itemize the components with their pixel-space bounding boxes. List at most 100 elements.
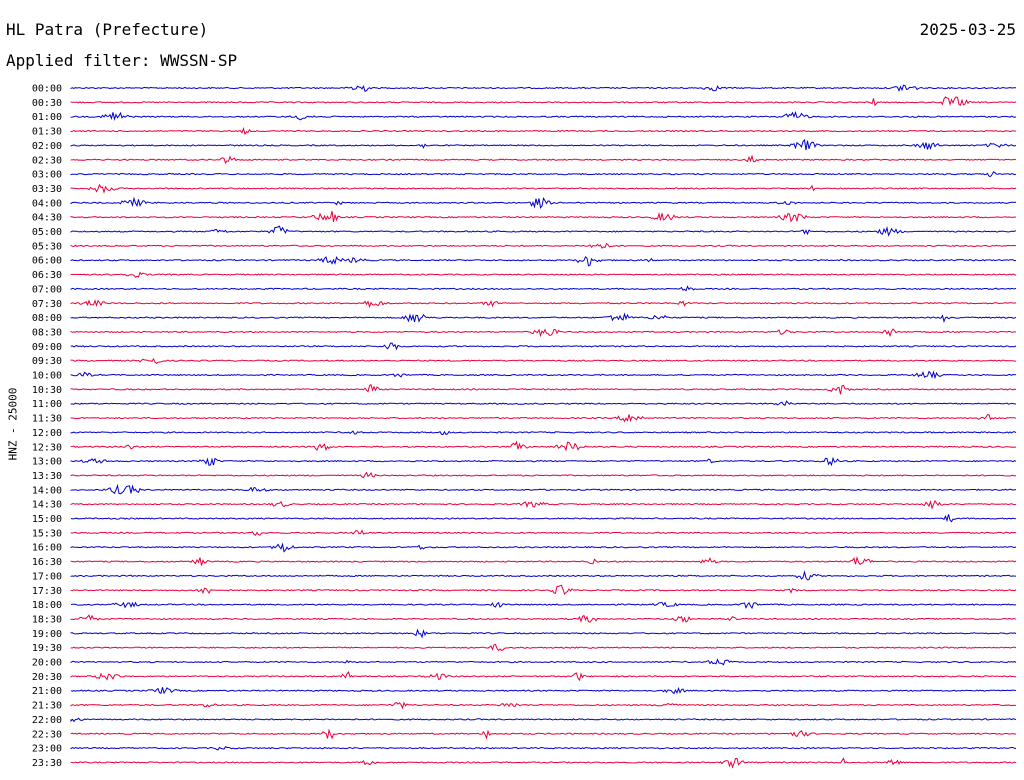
trace-row <box>70 555 1017 566</box>
trace-row <box>70 154 1017 165</box>
trace-row <box>70 126 1017 136</box>
row-time-label: 07:00 <box>32 284 62 295</box>
trace-row <box>70 242 1016 249</box>
trace-row <box>70 370 1017 380</box>
trace-row <box>70 111 1017 121</box>
trace-row <box>70 285 1017 292</box>
trace-row <box>70 96 1017 107</box>
trace-row <box>70 570 1016 581</box>
trace-row <box>70 357 1016 365</box>
trace-row <box>70 400 1017 407</box>
row-time-label: 01:30 <box>32 127 62 138</box>
trace-row <box>70 383 1017 395</box>
row-time-label: 10:30 <box>32 385 62 396</box>
trace-row <box>70 138 1017 151</box>
row-time-label: 00:30 <box>32 98 62 109</box>
trace-row <box>70 628 1017 639</box>
row-time-label: 12:00 <box>32 428 62 439</box>
row-time-label: 19:30 <box>32 643 62 654</box>
row-time-label: 07:30 <box>32 299 62 310</box>
trace-row <box>70 84 1017 93</box>
trace-row <box>70 171 1017 178</box>
trace-row <box>70 584 1017 595</box>
trace-row <box>70 514 1017 523</box>
trace-row <box>70 183 1017 195</box>
trace-row <box>70 196 1017 209</box>
trace-row <box>70 414 1017 423</box>
trace-row <box>70 299 1017 309</box>
trace-row <box>70 746 1016 751</box>
row-time-label: 17:00 <box>32 571 62 582</box>
trace-row <box>70 342 1017 351</box>
row-time-label: 22:30 <box>32 729 62 740</box>
row-time-label: 12:30 <box>32 442 62 453</box>
trace-row <box>70 643 1017 652</box>
trace-row <box>70 255 1017 267</box>
row-time-label: 10:00 <box>32 371 62 382</box>
row-time-label: 05:30 <box>32 241 62 252</box>
row-time-label: 17:30 <box>32 586 62 597</box>
row-time-label: 18:00 <box>32 600 62 611</box>
trace-row <box>70 271 1017 278</box>
row-time-label: 23:00 <box>32 744 62 755</box>
row-time-label: 20:30 <box>32 672 62 683</box>
row-time-label: 08:30 <box>32 327 62 338</box>
station-title: HL Patra (Prefecture) <box>6 20 209 39</box>
trace-row <box>70 757 1017 769</box>
trace-row <box>70 728 1017 740</box>
trace-row <box>70 483 1017 495</box>
trace-row <box>70 601 1016 610</box>
row-time-label: 16:00 <box>32 543 62 554</box>
row-time-label: 23:30 <box>32 758 62 769</box>
row-time-label: 13:30 <box>32 471 62 482</box>
row-time-label: 09:00 <box>32 342 62 353</box>
row-time-label: 20:00 <box>32 658 62 669</box>
trace-row <box>70 328 1017 338</box>
row-time-label: 05:00 <box>32 227 62 238</box>
row-time-label: 14:30 <box>32 500 62 511</box>
row-time-label: 19:00 <box>32 629 62 640</box>
row-time-label: 03:30 <box>32 184 62 195</box>
trace-row <box>70 670 1017 682</box>
trace-row <box>70 440 1017 452</box>
row-time-label: 11:00 <box>32 399 62 410</box>
trace-row <box>70 658 1017 666</box>
trace-row <box>70 701 1017 710</box>
row-time-label: 16:30 <box>32 557 62 568</box>
row-time-label: 02:30 <box>32 155 62 166</box>
trace-row <box>70 686 1017 695</box>
trace-row <box>70 430 1017 436</box>
trace-row <box>70 499 1017 510</box>
row-time-label: 00:00 <box>32 84 62 95</box>
row-time-label: 01:00 <box>32 112 62 123</box>
row-time-label: 06:00 <box>32 256 62 267</box>
trace-row <box>70 529 1017 536</box>
row-time-label: 18:30 <box>32 614 62 625</box>
trace-row <box>70 225 1017 237</box>
trace-row <box>70 542 1017 553</box>
row-time-label: 21:30 <box>32 701 62 712</box>
row-time-label: 11:30 <box>32 414 62 425</box>
trace-row <box>70 614 1017 623</box>
row-time-label: 04:00 <box>32 198 62 209</box>
trace-row <box>70 456 1017 467</box>
trace-row <box>70 471 1017 479</box>
row-time-label: 06:30 <box>32 270 62 281</box>
row-time-label: 15:00 <box>32 514 62 525</box>
trace-row <box>70 717 1017 723</box>
date-label: 2025-03-25 <box>919 20 1016 39</box>
row-time-label: 03:00 <box>32 170 62 181</box>
row-time-label: 04:30 <box>32 213 62 224</box>
filter-label: Applied filter: WWSSN-SP <box>6 51 238 70</box>
row-time-label: 14:00 <box>32 485 62 496</box>
row-time-label: 15:30 <box>32 528 62 539</box>
row-time-label: 22:00 <box>32 715 62 726</box>
row-time-label: 13:00 <box>32 457 62 468</box>
row-time-label: 21:00 <box>32 686 62 697</box>
trace-row <box>70 210 1017 223</box>
row-time-label: 08:00 <box>32 313 62 324</box>
row-time-label: 09:30 <box>32 356 62 367</box>
row-time-label: 02:00 <box>32 141 62 152</box>
trace-row <box>70 312 1017 324</box>
